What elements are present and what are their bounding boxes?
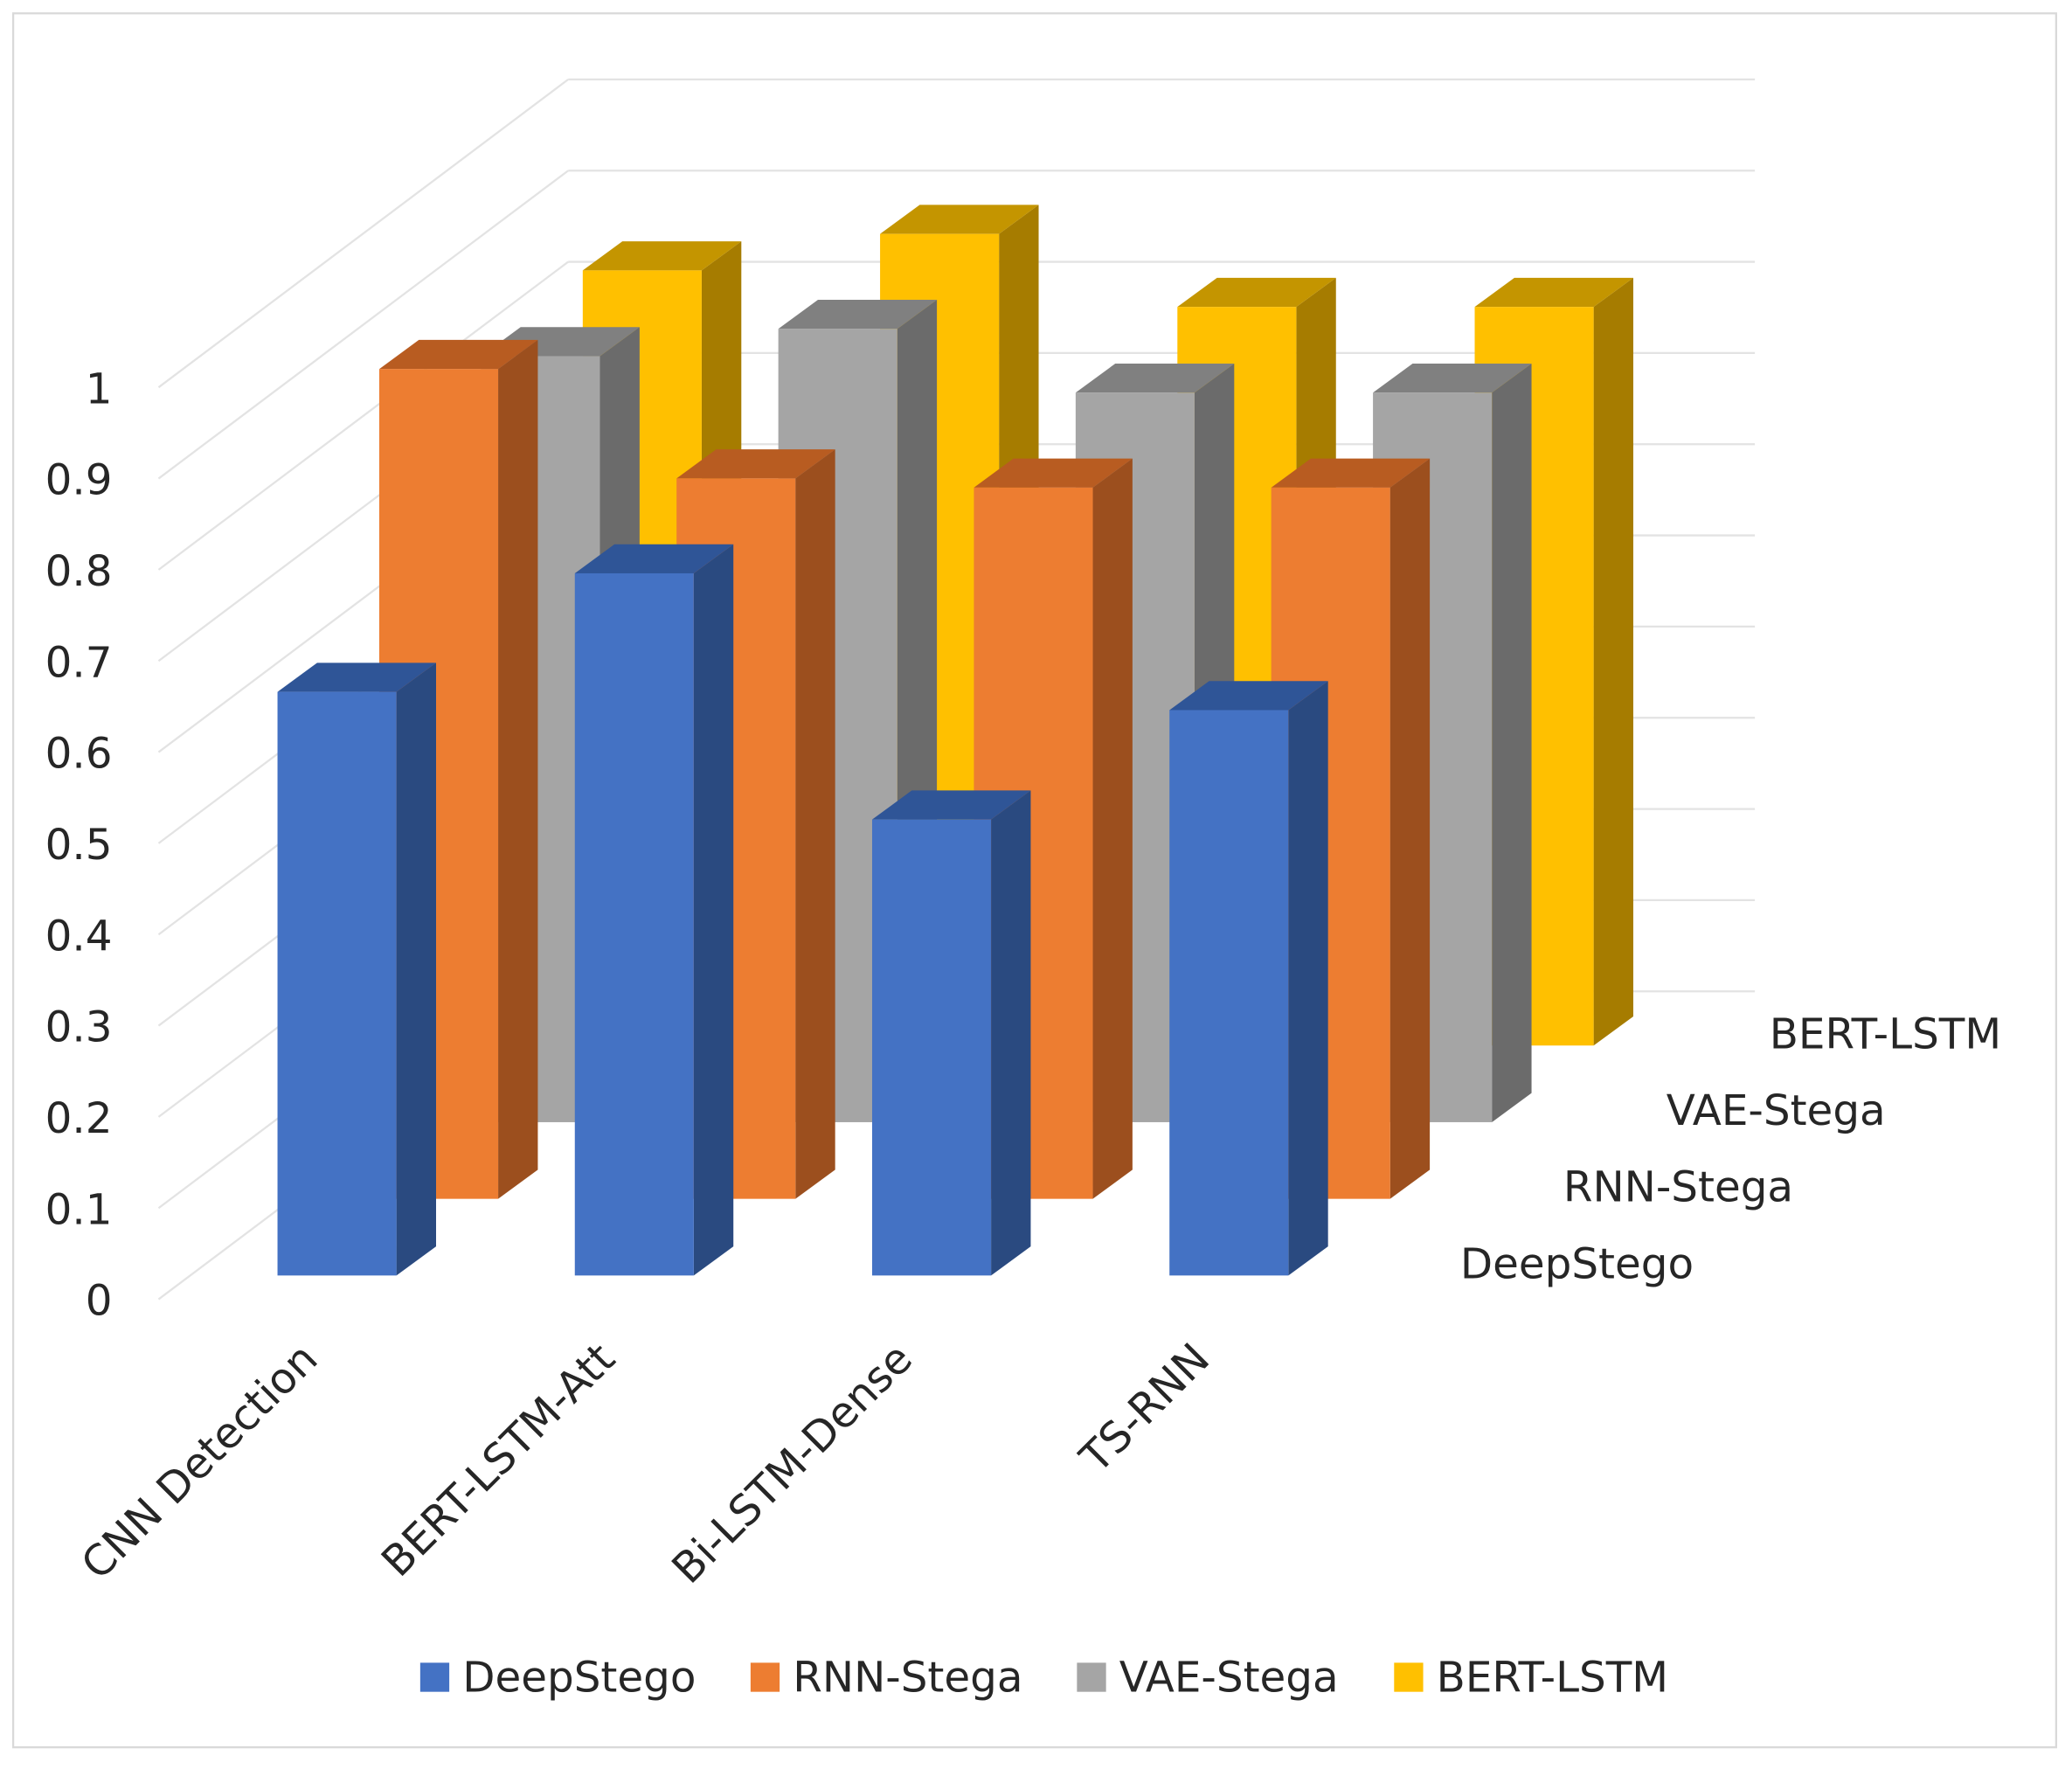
bar-front [574, 572, 694, 1276]
bar-side [795, 449, 835, 1199]
bar-top [277, 663, 436, 692]
y-tick-label: 0.6 [45, 730, 113, 779]
legend-item-bert-lstm[interactable]: BERT-LSTM [1394, 1654, 1668, 1703]
bar-top [1177, 277, 1336, 308]
bar-side [1389, 458, 1431, 1199]
gridline-wall [157, 78, 569, 389]
bar-top [1271, 458, 1431, 488]
y-tick-label: 0.4 [45, 912, 113, 961]
bar-side [1492, 363, 1532, 1122]
bar-side [396, 663, 436, 1276]
legend-item-rnn-stega[interactable]: RNN-Stega [750, 1654, 1023, 1703]
legend-label: VAE-Stega [1119, 1654, 1339, 1703]
y-tick-label: 0.2 [45, 1094, 113, 1143]
legend-label: DeepStego [462, 1654, 696, 1703]
bar-front [1169, 710, 1289, 1276]
bar-side [693, 544, 734, 1276]
legend-item-vae-stega[interactable]: VAE-Stega [1077, 1654, 1339, 1703]
bar-top [1169, 681, 1328, 711]
legend-swatch [419, 1662, 450, 1692]
bar-deepstego-3 [1169, 681, 1328, 1276]
y-tick-label: 0.9 [45, 456, 113, 505]
bar-top [582, 241, 742, 271]
y-tick-label: 0.1 [45, 1185, 113, 1234]
depth-axis-label: DeepStego [1460, 1239, 1694, 1288]
bar-top [871, 790, 1031, 820]
bar-top [574, 544, 734, 573]
bar-front [871, 819, 992, 1276]
bar-top [974, 458, 1133, 488]
depth-axis-label: BERT-LSTM [1770, 1009, 2001, 1058]
bar-top [778, 299, 938, 330]
depth-axis-label: VAE-Stega [1667, 1086, 1886, 1135]
bar-deepstego-0 [277, 663, 436, 1276]
y-tick-label: 0.7 [45, 638, 113, 687]
legend-swatch [750, 1662, 780, 1692]
y-tick-label: 0 [86, 1277, 113, 1326]
bar-top [1474, 277, 1633, 308]
legend-label: BERT-LSTM [1437, 1654, 1668, 1703]
bar-front [277, 691, 397, 1276]
y-tick-label: 0.8 [45, 547, 113, 596]
bar-top [378, 339, 538, 370]
bar-side [1092, 458, 1133, 1199]
bar-deepstego-2 [871, 790, 1031, 1276]
y-tick-label: 1 [86, 364, 113, 413]
bar-top [1373, 363, 1532, 393]
gridline-wall [157, 260, 569, 571]
y-tick-label: 0.5 [45, 821, 113, 870]
bar-deepstego-1 [574, 544, 734, 1276]
legend-swatch [1394, 1662, 1424, 1692]
bar-top [676, 449, 835, 479]
legend-item-deepstego[interactable]: DeepStego [419, 1654, 696, 1703]
legend-label: RNN-Stega [793, 1654, 1022, 1703]
y-tick-label: 0.3 [45, 1003, 113, 1052]
bar-side [498, 339, 538, 1199]
bar-top [1075, 363, 1235, 393]
bar-side [1593, 277, 1633, 1046]
bar-side [1288, 681, 1328, 1276]
depth-axis-label: RNN-Stega [1563, 1163, 1793, 1212]
bar-top [880, 205, 1039, 234]
bar-side [991, 790, 1031, 1276]
legend-swatch [1077, 1662, 1106, 1692]
gridline-wall [157, 170, 569, 480]
